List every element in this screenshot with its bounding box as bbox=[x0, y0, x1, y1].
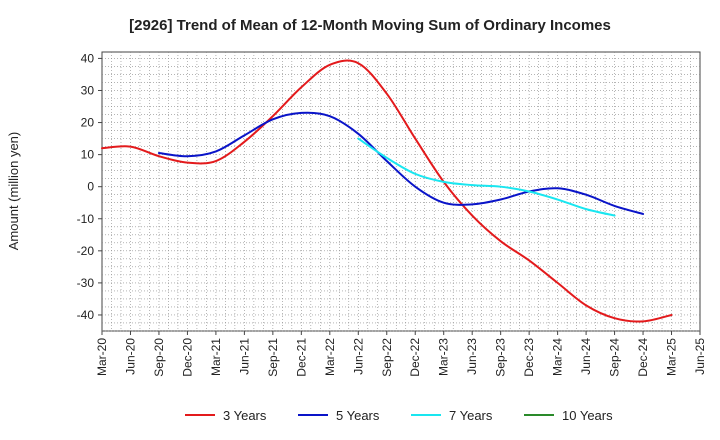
y-tick-label: 30 bbox=[81, 83, 95, 97]
x-tick-label: Jun-25 bbox=[693, 338, 707, 375]
chart-title: [2926] Trend of Mean of 12-Month Moving … bbox=[129, 17, 611, 34]
x-tick-label: Dec-21 bbox=[294, 338, 308, 377]
x-tick-label: Jun-20 bbox=[123, 338, 137, 375]
grid bbox=[102, 52, 700, 332]
x-tick-label: Mar-20 bbox=[95, 338, 109, 376]
series-line-3-years bbox=[101, 59, 673, 323]
legend-label-3-years: 3 Years bbox=[223, 408, 267, 423]
x-tick-label: Jun-22 bbox=[351, 338, 365, 375]
x-tick-label: Jun-21 bbox=[237, 338, 251, 375]
y-tick-label: -40 bbox=[77, 308, 95, 322]
x-tick-label: Mar-25 bbox=[665, 338, 679, 376]
x-tick-label: Sep-23 bbox=[494, 338, 508, 377]
x-tick-label: Jun-24 bbox=[579, 338, 593, 375]
series-line-5-years bbox=[157, 111, 645, 215]
legend-label-7-years: 7 Years bbox=[449, 408, 493, 423]
x-tick-label: Mar-24 bbox=[551, 338, 565, 376]
series-line-7-years bbox=[357, 137, 616, 217]
x-tick-label: Sep-21 bbox=[266, 338, 280, 377]
x-tick-label: Mar-21 bbox=[209, 338, 223, 376]
y-tick-label: -30 bbox=[77, 276, 95, 290]
x-axis-ticks: Mar-20 Jun-20 Sep-20 Dec-20 Mar-21 Jun-21 Sep-… bbox=[95, 331, 707, 377]
x-tick-label: Dec-22 bbox=[408, 338, 422, 377]
x-tick-label: Dec-23 bbox=[522, 338, 536, 377]
y-tick-label: 0 bbox=[87, 180, 94, 194]
x-tick-label: Jun-23 bbox=[465, 338, 479, 375]
x-tick-label: Mar-23 bbox=[437, 338, 451, 376]
y-axis-ticks: -40 -30 -20 -10 0 10 20 30 40 bbox=[77, 51, 102, 322]
legend: 3 Years 5 Years 7 Years 10 Years bbox=[185, 408, 613, 423]
y-tick-label: -20 bbox=[77, 244, 95, 258]
x-tick-label: Dec-24 bbox=[636, 338, 650, 377]
x-tick-label: Mar-22 bbox=[323, 338, 337, 376]
x-tick-label: Sep-22 bbox=[380, 338, 394, 377]
plot-area bbox=[101, 51, 701, 332]
legend-label-10-years: 10 Years bbox=[562, 408, 613, 423]
legend-label-5-years: 5 Years bbox=[336, 408, 380, 423]
y-axis-label: Amount (million yen) bbox=[6, 132, 21, 251]
y-tick-label: 10 bbox=[81, 148, 95, 162]
x-tick-label: Dec-20 bbox=[180, 338, 194, 377]
x-tick-label: Sep-20 bbox=[152, 338, 166, 377]
y-tick-label: -10 bbox=[77, 212, 95, 226]
series-group bbox=[101, 59, 673, 323]
y-tick-label: 40 bbox=[81, 51, 95, 65]
y-tick-label: 20 bbox=[81, 116, 95, 130]
x-tick-label: Sep-24 bbox=[608, 338, 622, 377]
